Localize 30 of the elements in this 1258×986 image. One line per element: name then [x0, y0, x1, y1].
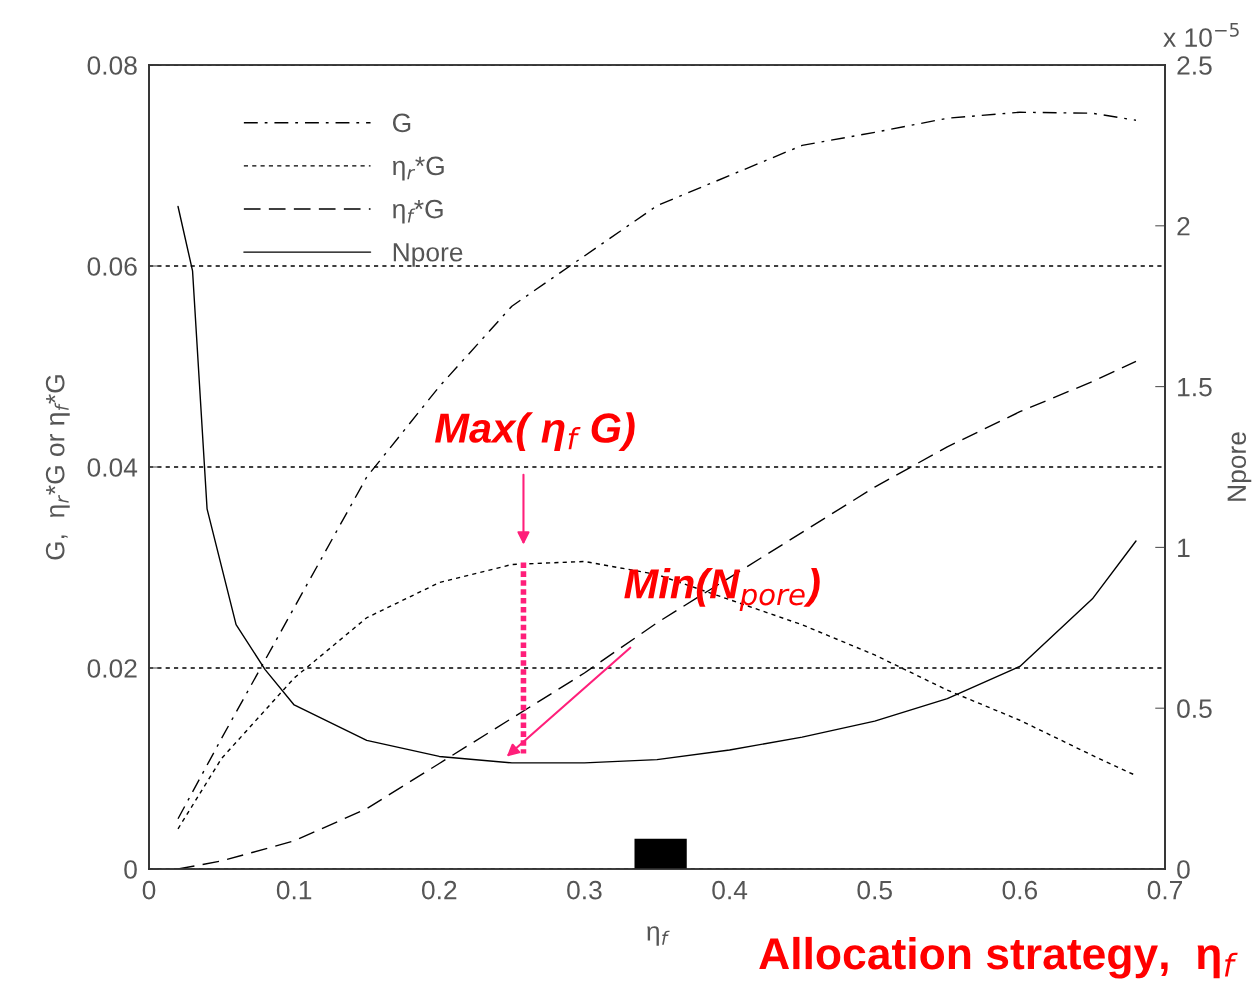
y2-tick-label: 1.5: [1178, 378, 1212, 397]
x-tick-label: 0.2: [421, 880, 457, 900]
y-axis-title: G, η$_{r}$*G or η$_{f}$*G: [45, 375, 70, 560]
y-tick-label: 0.04: [87, 458, 138, 477]
y2-axis-title: Npore: [1227, 432, 1252, 501]
y2-tick-label: 0.5: [1177, 699, 1212, 719]
legend-label: η$_{r}$*G: [393, 156, 444, 181]
legend-label: η$_{f}$*G: [393, 199, 443, 224]
legend-label: G: [392, 113, 411, 133]
x-tick-label: 0.5: [857, 880, 892, 900]
y2-tick-label: 1: [1178, 538, 1190, 557]
annotation: Min(N$_{pore}$): [624, 567, 820, 612]
x-tick-label: 0.4: [712, 880, 748, 900]
x-tick-label: 0.6: [1002, 880, 1038, 900]
x-axis-title: η$_{f}$: [647, 926, 670, 946]
y-tick-label: 0: [124, 860, 137, 879]
y2-tick-label: 2: [1177, 216, 1190, 236]
y-tick-label: 0.06: [87, 257, 137, 276]
text: Allocation strategy, η$_{f}$: [759, 936, 1238, 979]
y-tick-label: 0.02: [87, 659, 137, 678]
y2-tick-label: 0: [1177, 860, 1190, 879]
x-tick-label: 0.1: [276, 880, 312, 900]
x-tick-label: 0: [142, 880, 156, 900]
x-tick-label: 0.3: [567, 880, 602, 900]
y-tick-label: 0.08: [87, 56, 137, 75]
x-tick-label: 0.7: [1147, 880, 1183, 900]
legend-label: Npore: [393, 243, 463, 267]
annotation: Max( η$_{f}$ G): [434, 412, 635, 452]
text: x 10$^{−5}$: [1163, 23, 1239, 47]
y2-tick-label: 2.5: [1177, 56, 1212, 75]
